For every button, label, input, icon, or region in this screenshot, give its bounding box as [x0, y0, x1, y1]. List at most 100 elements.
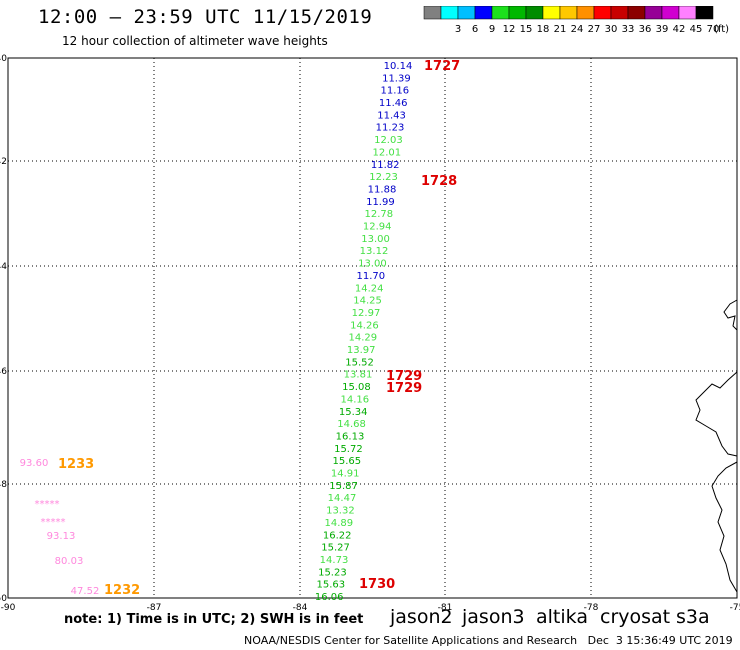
swh-value: 11.23 [376, 123, 405, 134]
swh-value: 15.52 [345, 357, 374, 368]
swh-value: 12.01 [372, 147, 401, 158]
swh-value: 15.34 [339, 407, 368, 418]
colorbar-tick-label: 3 [455, 24, 461, 35]
coastline [695, 299, 738, 593]
lon-tick-label: -78 [584, 603, 599, 613]
swh-value: 11.99 [366, 197, 395, 208]
swh-value: 14.26 [350, 320, 379, 331]
swh-value: 14.68 [337, 419, 366, 430]
lat-tick-label: -46 [0, 367, 7, 377]
wave-height-colorbar: 3 6 9 12 15 18 21 24 27 30 33 36 39 42 45 70(ft) [423, 6, 729, 35]
pass-time-tag: 1232 [104, 583, 140, 598]
colorbar-tick-label: 6 [472, 24, 478, 35]
colorbar-tick-label: 33 [622, 24, 635, 35]
swh-value: 14.24 [355, 283, 384, 294]
swh-value: ***** [41, 517, 66, 528]
swh-value: 11.16 [380, 86, 409, 97]
swh-value: 12.23 [369, 172, 398, 183]
colorbar-tick-label: 36 [639, 24, 652, 35]
swh-value: 11.46 [379, 98, 408, 109]
colorbar-tick-label: 45 [690, 24, 703, 35]
lat-tick-label: -44 [0, 262, 7, 272]
lon-tick-label: -90 [1, 603, 16, 613]
colorbar-tick-label: 12 [503, 24, 516, 35]
map-frame [7, 57, 738, 599]
swh-value: 14.91 [331, 469, 360, 480]
swh-value: 15.87 [329, 481, 358, 492]
lon-tick-label: -81 [438, 603, 453, 613]
swh-value: 16.06 [315, 592, 344, 603]
lon-tick-label: -75 [730, 603, 740, 613]
swh-value: 12.78 [364, 209, 393, 220]
legend-jason2: jason2 [390, 606, 453, 628]
swh-value: 11.88 [368, 184, 397, 195]
pass-time-tag: 1729 [386, 369, 422, 384]
pass-time-tag: 1233 [58, 457, 94, 472]
colorbar-tick-label: 39 [656, 24, 669, 35]
swh-value: 15.72 [334, 444, 363, 455]
swh-value: 14.89 [324, 518, 353, 529]
colorbar-tick-label: 21 [554, 24, 567, 35]
swh-value: 13.32 [326, 506, 355, 517]
swh-value: 16.13 [336, 431, 365, 442]
swh-value: 80.03 [55, 556, 84, 567]
colorbar-swatch [695, 6, 714, 20]
lat-tick-label: -40 [0, 54, 7, 64]
swh-value: 11.43 [377, 110, 406, 121]
map-title: 12:00 – 23:59 UTC 11/15/2019 [38, 6, 373, 28]
swh-value: 15.08 [342, 382, 371, 393]
lon-tick-label: -87 [147, 603, 162, 613]
colorbar-tick-label: 42 [673, 24, 686, 35]
legend-cryosat: cryosat [600, 606, 671, 628]
lat-tick-label: -48 [0, 480, 7, 490]
swh-value: 14.29 [348, 333, 377, 344]
legend-jason3: jason3 [462, 606, 525, 628]
colorbar-tick-label: 70 [707, 24, 720, 35]
swh-value: 15.65 [332, 456, 361, 467]
colorbar-unit: (ft) [714, 24, 729, 35]
swh-value: 14.73 [320, 555, 349, 566]
colorbar-tick-label: 18 [537, 24, 550, 35]
footer-note: note: 1) Time is in UTC; 2) SWH is in fe… [64, 612, 364, 627]
swh-value: 16.22 [323, 530, 352, 541]
swh-value: 11.39 [382, 73, 411, 84]
swh-value: 93.13 [47, 531, 76, 542]
swh-value: 15.63 [316, 580, 345, 591]
colorbar-tick-label: 15 [520, 24, 533, 35]
credit-line: NOAA/NESDIS Center for Satellite Applica… [244, 634, 733, 647]
swh-value: 12.97 [352, 308, 381, 319]
swh-value: 93.60 [20, 458, 49, 469]
swh-value: 13.97 [347, 345, 376, 356]
swh-value: 14.47 [328, 493, 357, 504]
colorbar-tick-label: 27 [588, 24, 601, 35]
legend-altika: altika [536, 606, 588, 628]
swh-value: 13.12 [360, 246, 389, 257]
pass-time-tag: 1727 [424, 59, 460, 74]
swh-value: 12.94 [363, 222, 392, 233]
swh-value: 13.00 [361, 234, 390, 245]
pass-time-tag: 1729 [386, 381, 422, 396]
swh-value: 13.81 [344, 370, 373, 381]
lat-tick-label: -42 [0, 157, 7, 167]
lon-tick-label: -84 [293, 603, 308, 613]
swh-value: 47.52 [71, 586, 100, 597]
colorbar-tick-label: 9 [489, 24, 495, 35]
swh-value: 12.03 [374, 135, 403, 146]
swh-value: 10.14 [384, 61, 413, 72]
legend-s3a: s3a [676, 606, 710, 628]
swh-value: 15.27 [321, 543, 350, 554]
colorbar-tick-label: 24 [571, 24, 584, 35]
swh-value: 11.70 [356, 271, 385, 282]
lat-tick-label: -50 [0, 594, 7, 604]
swh-value: 11.82 [371, 160, 400, 171]
swh-value: 13.00 [358, 259, 387, 270]
swh-value: 15.23 [318, 567, 347, 578]
swh-value: 14.25 [353, 296, 382, 307]
swh-value: ***** [35, 499, 60, 510]
pass-time-tag: 1730 [359, 577, 395, 592]
swh-value: 14.16 [340, 394, 369, 405]
map-subtitle: 12 hour collection of altimeter wave hei… [62, 34, 328, 48]
colorbar-tick-label: 30 [605, 24, 618, 35]
pass-time-tag: 1728 [421, 174, 457, 189]
